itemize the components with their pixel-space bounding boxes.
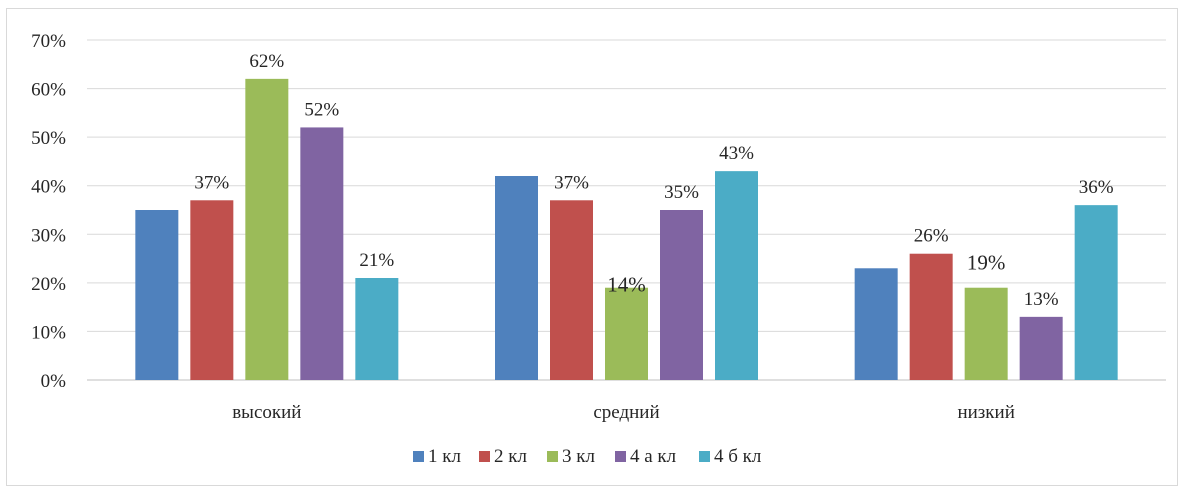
bar [660, 210, 703, 380]
bar [1019, 316, 1063, 380]
data-label: 13% [1024, 289, 1059, 310]
bar [495, 176, 538, 380]
data-label: 14% [607, 273, 646, 297]
bar [715, 171, 758, 380]
data-label: 43% [719, 143, 754, 164]
legend-label: 2 кл [494, 446, 527, 467]
bar [355, 278, 399, 380]
bar [1074, 205, 1118, 380]
legend-swatch [699, 451, 710, 462]
data-labels: 37% 62% 52% 21% 37% 14% 35% 43% 26% 19% 13% 36% [194, 51, 1113, 310]
bar [190, 200, 234, 380]
y-tick-label: 70% [31, 31, 66, 52]
category-label: высокий [232, 402, 301, 423]
y-tick-label: 40% [31, 177, 66, 198]
legend-swatch [615, 451, 626, 462]
bar [245, 78, 289, 380]
legend: 1 кл 2 кл 3 кл 4 а кл 4 б кл [413, 446, 762, 467]
bar [964, 287, 1008, 380]
y-tick-label: 50% [31, 128, 66, 149]
data-label: 19% [967, 251, 1006, 275]
legend-swatch [413, 451, 424, 462]
bar [909, 253, 953, 380]
data-label: 26% [914, 226, 949, 247]
bar [300, 127, 344, 380]
bar [550, 200, 593, 380]
data-label: 36% [1079, 177, 1114, 198]
bar [605, 287, 648, 380]
legend-swatch [479, 451, 490, 462]
legend-label: 3 кл [562, 446, 595, 467]
y-tick-label: 30% [31, 225, 66, 246]
x-axis: высокий средний низкий [232, 402, 1015, 423]
data-label: 62% [249, 51, 284, 72]
data-label: 35% [664, 182, 699, 203]
data-label: 37% [194, 172, 229, 193]
legend-label: 4 а кл [630, 446, 677, 467]
y-tick-label: 10% [31, 322, 66, 343]
data-label: 37% [554, 172, 589, 193]
legend-swatch [547, 451, 558, 462]
category-label: низкий [957, 402, 1014, 423]
category-label: средний [593, 402, 659, 423]
data-label: 21% [359, 250, 394, 271]
bars [135, 78, 1118, 380]
y-tick-label: 0% [41, 371, 67, 392]
legend-label: 1 кл [428, 446, 461, 467]
legend-label: 4 б кл [714, 446, 762, 467]
y-axis: 0% 10% 20% 30% 40% 50% 60% 70% [31, 31, 66, 392]
bar [135, 210, 179, 380]
data-label: 52% [304, 99, 339, 120]
bar [854, 268, 898, 380]
y-tick-label: 20% [31, 274, 66, 295]
y-tick-label: 60% [31, 80, 66, 101]
